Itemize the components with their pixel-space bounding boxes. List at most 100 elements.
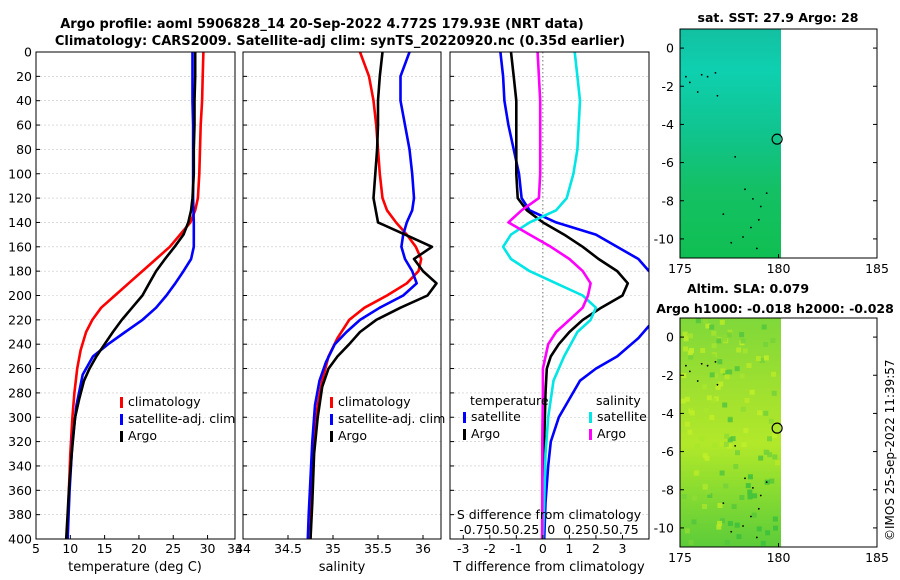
map-y-tick-label: -4 (662, 406, 675, 421)
island-dot (755, 247, 758, 250)
salinity-panel: 34 34.5 35 35.5 36 salinity climatology sate… (235, 51, 445, 575)
sla-texture-cell (684, 396, 690, 402)
legend-clim-label: climatology (128, 394, 201, 409)
sla-texture-cell (699, 436, 705, 442)
salinity-grid (243, 51, 441, 540)
s-difference-ticks: -0.750.50.25 0 0.250.50.75 (459, 522, 638, 537)
depth-tick-label: 60 (16, 118, 32, 133)
map-y-tick-label: -10 (654, 520, 674, 535)
map-y-tick-label: 0 (666, 330, 674, 345)
legend-argo-label: Argo (128, 428, 157, 443)
sla-texture-cell (733, 464, 739, 470)
legend-argo-label: Argo (338, 428, 367, 443)
series-line (501, 52, 598, 539)
sla-texture-cell (724, 539, 730, 545)
sla-texture-cell (711, 398, 717, 404)
sla-texture-cell (683, 336, 689, 342)
island-dot (696, 380, 699, 382)
sla-texture-cell (689, 348, 694, 353)
depth-tick-label: 400 (8, 532, 32, 547)
depth-tick-label: 380 (8, 507, 32, 522)
island-dot (685, 364, 687, 367)
legend-clim-label: climatology (338, 394, 411, 409)
sla-patches (680, 318, 780, 546)
sla-texture-cell (775, 460, 780, 466)
island-dot (765, 481, 768, 484)
island-dot (742, 525, 744, 527)
salinity-xlabel: salinity (319, 560, 366, 575)
sla-texture-cell (747, 489, 753, 495)
sst-argo-marker (771, 133, 783, 145)
x-tick-label: 1 (565, 541, 573, 556)
island-dot (744, 188, 746, 191)
sla-texture-cell (720, 518, 725, 524)
sla-texture-cell (715, 384, 721, 390)
x-tick-label: 35.5 (364, 541, 392, 556)
sla-texture-cell (702, 483, 708, 489)
sla-texture-cell (727, 521, 733, 526)
sla-texture-cell (719, 319, 725, 325)
sla-texture-cell (720, 368, 726, 374)
sla-texture-cell (742, 348, 748, 354)
island-dot (734, 444, 737, 447)
depth-tick-label: 340 (8, 458, 32, 473)
island-dot (750, 226, 752, 229)
sla-texture-cell (730, 436, 736, 442)
island-dot (730, 241, 733, 244)
island-dot (714, 71, 717, 74)
series-line (66, 52, 196, 539)
island-dot (751, 486, 754, 489)
legend-t-sat-swatch (463, 412, 466, 423)
series-line (542, 324, 649, 539)
map-x-tick-label: 175 (668, 550, 692, 565)
salinity-series (306, 52, 438, 539)
sla-map-title-line2: Argo h1000: -0.018 h2000: -0.028 (656, 301, 894, 316)
sla-texture-cell (772, 454, 778, 460)
legend-sat-label: satellite-adj. clim (338, 411, 445, 426)
sla-texture-cell (692, 495, 697, 501)
sla-texture-cell (720, 441, 726, 447)
sla-texture-cell (726, 332, 732, 338)
sla-land-mask (781, 318, 877, 547)
sla-texture-cell (727, 369, 733, 375)
sla-texture-cell (747, 474, 753, 480)
legend-t-argo-label: Argo (471, 426, 500, 441)
salinity-legend: climatology satellite-adj. clim Argo (330, 394, 445, 443)
legend-argo-swatch (120, 431, 123, 442)
sla-texture-cell (755, 356, 761, 362)
sla-texture-cell (724, 374, 730, 380)
island-dot (714, 360, 717, 363)
figure-title-line1: Argo profile: aoml 5906828_14 20-Sep-202… (60, 17, 584, 32)
sla-texture-cell (709, 372, 715, 378)
map-y-tick-label: -10 (654, 231, 674, 246)
sla-texture-cell (727, 329, 733, 335)
sla-texture-cell (680, 398, 686, 404)
series-line (306, 52, 419, 539)
difference-legend: temperature satellite Argo salinity sate… (463, 393, 647, 441)
island-dot (716, 94, 719, 97)
sla-texture-cell (745, 483, 751, 489)
sla-argo-marker (771, 422, 783, 434)
x-tick-label: 0 (539, 541, 547, 556)
sla-texture-cell (691, 519, 697, 525)
legend-s-sat-swatch (589, 412, 592, 423)
island-dot (734, 155, 737, 158)
map-y-tick-label: 0 (666, 41, 674, 56)
sla-map-ticks: 175 180 185 0 -2 -4 -6 -8 -10 (654, 330, 889, 565)
sla-texture-cell (763, 410, 769, 416)
sla-texture-cell (769, 478, 775, 484)
sla-texture-cell (773, 525, 778, 531)
sla-texture-cell (723, 483, 729, 489)
x-tick-label: 20 (131, 541, 147, 556)
sla-texture-cell (724, 433, 730, 439)
depth-tick-label: 0 (24, 45, 32, 60)
sla-texture-cell (736, 534, 742, 540)
sla-texture-cell (722, 402, 728, 408)
sst-map-ticks: 175 180 185 0 -2 -4 -6 -8 -10 (654, 41, 889, 276)
sla-texture-cell (704, 455, 710, 461)
difference-panel: -3 -2 -1 0 1 2 3 S difference from climatology… (449, 51, 650, 575)
sla-texture-cell (741, 442, 747, 448)
depth-tick-label: 360 (8, 483, 32, 498)
sst-map-title: sat. SST: 27.9 Argo: 28 (698, 10, 859, 25)
sla-texture-cell (751, 512, 757, 518)
